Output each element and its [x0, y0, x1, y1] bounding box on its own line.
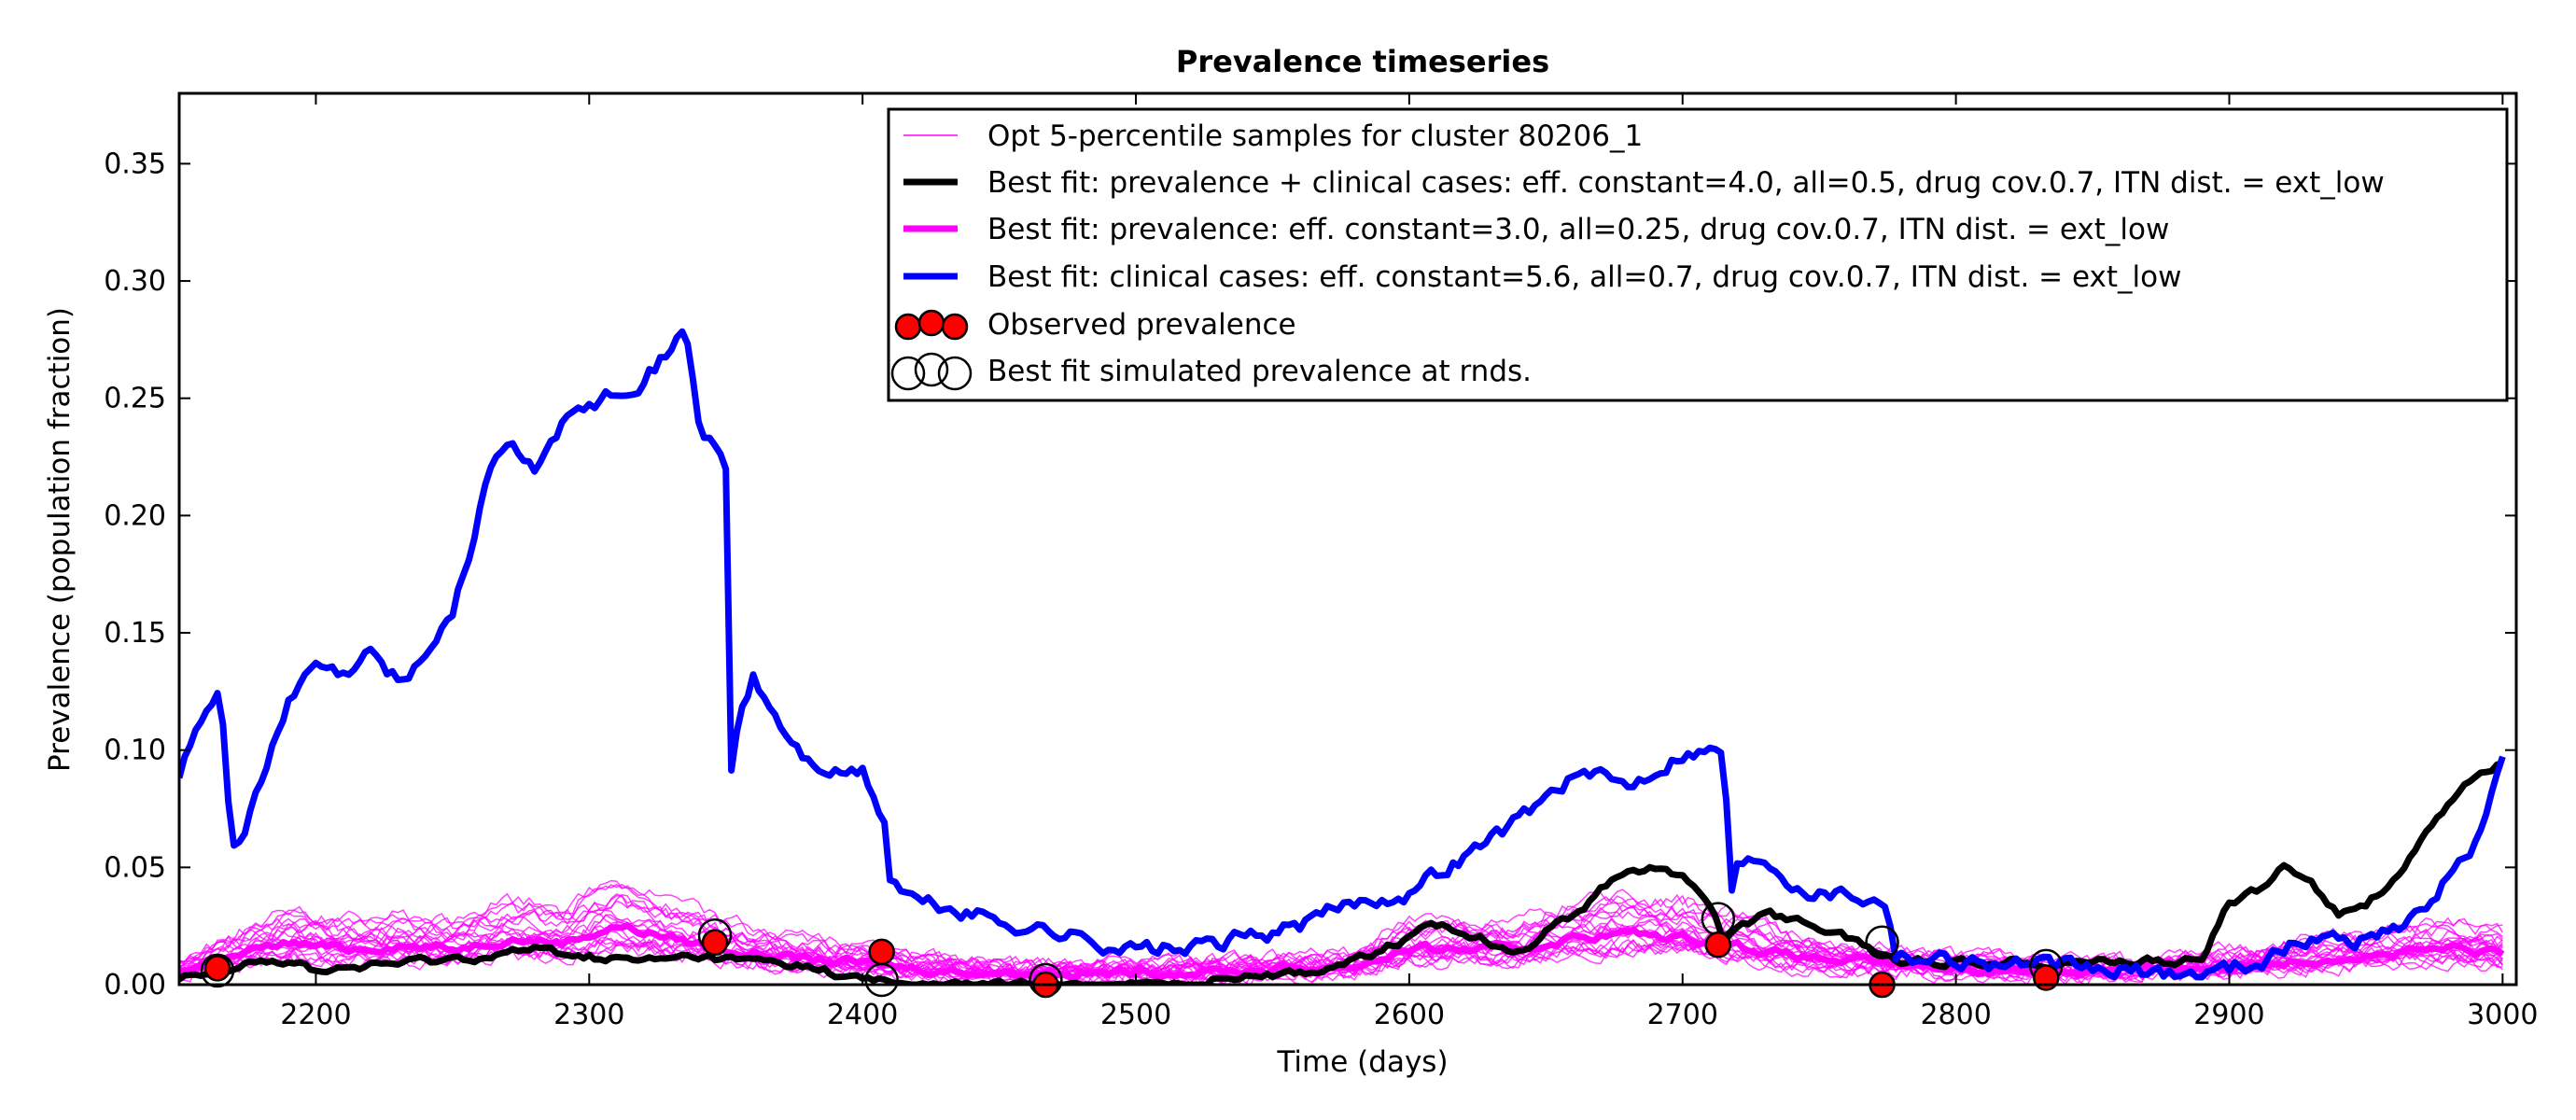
- x-axis-title: Time (days): [1276, 1045, 1448, 1079]
- y-tick-label: 0.05: [104, 851, 166, 884]
- observed-prevalence-marker: [701, 929, 729, 957]
- x-tick-label: 2300: [553, 999, 624, 1031]
- legend-label-blue-fit: Best fit: clinical cases: eff. constant=…: [987, 260, 2181, 294]
- legend-label-observed: Observed prevalence: [987, 308, 1296, 342]
- series-layer: [179, 328, 2506, 985]
- observed-prevalence-marker: [203, 955, 231, 982]
- x-tick-label: 2200: [280, 999, 351, 1031]
- x-tick-label: 2600: [1374, 999, 1445, 1031]
- y-tick-label: 0.35: [104, 147, 166, 180]
- x-tick-label: 2700: [1647, 999, 1718, 1031]
- y-axis: 0.00 0.05 0.10 0.15 0.20 0.25 0.30 0.35: [104, 147, 2516, 1001]
- prevalence-clinical-line: [179, 761, 2503, 985]
- simulated-prevalence-marker: [200, 953, 235, 988]
- sample-line: [179, 883, 2503, 976]
- x-tick-label: 2500: [1100, 999, 1171, 1031]
- plot-frame: [177, 91, 2518, 987]
- legend: Opt 5-percentile samples for cluster 802…: [887, 107, 2509, 402]
- clinical-cases-line: [179, 328, 2506, 981]
- sample-line: [179, 883, 2503, 977]
- legend-swatch-simulated: [890, 352, 973, 391]
- observed-prevalence-marker: [2033, 964, 2060, 991]
- legend-swatch-observed: [894, 309, 969, 341]
- legend-label-magenta-fit: Best fit: prevalence: eff. constant=3.0,…: [987, 213, 2169, 246]
- simulated-prevalence-marker: [1865, 925, 1899, 960]
- legend-label-simulated: Best fit simulated prevalence at rnds.: [987, 355, 1532, 388]
- x-tick-label: 3000: [2467, 999, 2538, 1031]
- y-axis-title: Prevalence (population fraction): [43, 307, 77, 772]
- y-tick-label: 0.20: [104, 499, 166, 532]
- observed-prevalence-marker: [868, 938, 895, 966]
- y-tick-label: 0.25: [104, 383, 166, 415]
- x-tick-label: 2900: [2193, 999, 2264, 1031]
- x-tick-label: 2400: [827, 999, 898, 1031]
- y-tick-label: 0.10: [104, 735, 166, 767]
- y-tick-label: 0.15: [104, 617, 166, 650]
- legend-label-black-fit: Best fit: prevalence + clinical cases: e…: [987, 166, 2385, 200]
- legend-label-samples: Opt 5-percentile samples for cluster 802…: [987, 119, 1643, 153]
- y-tick-label: 0.30: [104, 265, 166, 298]
- x-axis: 2200 2300 2400 2500 2600 2700 2800 2900 3000: [280, 93, 2539, 1031]
- observed-prevalence-marker: [1704, 931, 1732, 959]
- chart-title: Prevalence timeseries: [1176, 44, 1549, 79]
- y-tick-label: 0.00: [104, 969, 166, 1001]
- x-tick-label: 2800: [1920, 999, 1991, 1031]
- legend-box: [887, 107, 2509, 402]
